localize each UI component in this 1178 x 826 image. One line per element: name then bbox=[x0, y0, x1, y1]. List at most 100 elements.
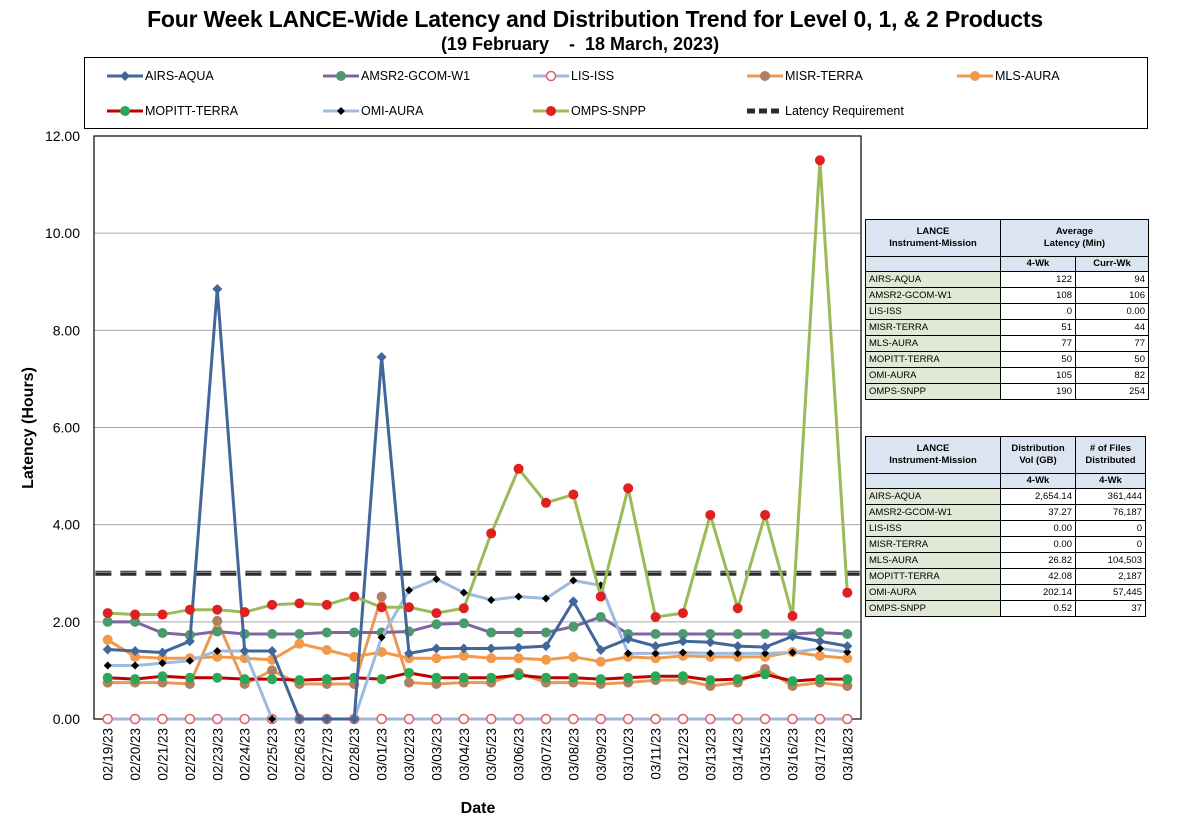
x-tick-label: 02/20/23 bbox=[128, 728, 143, 781]
data-point bbox=[157, 609, 168, 620]
data-point bbox=[267, 599, 278, 610]
data-point bbox=[814, 674, 825, 685]
data-point bbox=[568, 596, 579, 607]
data-point bbox=[651, 649, 660, 658]
mission-cell: MLS-AURA bbox=[865, 552, 1001, 569]
data-point bbox=[624, 649, 633, 658]
series-airs-aqua bbox=[102, 284, 853, 724]
series-lis-iss bbox=[102, 713, 853, 725]
data-point bbox=[267, 665, 278, 676]
data-point bbox=[486, 653, 497, 664]
table-row: MISR-TERRA 51 44 bbox=[865, 319, 1149, 336]
data-point bbox=[595, 713, 607, 725]
data-point bbox=[458, 672, 469, 683]
y-tick-label: 6.00 bbox=[53, 420, 80, 436]
data-point bbox=[540, 672, 551, 683]
value-cell: 37 bbox=[1075, 600, 1146, 617]
legend-swatch bbox=[107, 106, 143, 116]
value-cell: 50 bbox=[1000, 351, 1076, 368]
t1-subheader-4wk: 4-Wk bbox=[1000, 256, 1076, 272]
table-row: OMPS-SNPP 0.52 37 bbox=[865, 600, 1146, 617]
data-point bbox=[732, 641, 743, 652]
data-point bbox=[787, 713, 798, 725]
legend-label: AIRS-AQUA bbox=[145, 69, 214, 83]
data-point bbox=[568, 651, 579, 662]
legend-swatch bbox=[747, 71, 783, 81]
data-point bbox=[349, 627, 360, 638]
legend-marker bbox=[970, 71, 980, 81]
x-tick-label: 02/26/23 bbox=[292, 728, 307, 781]
t1-header-mission: LANCE Instrument-Mission bbox=[865, 219, 1001, 257]
data-point bbox=[815, 644, 824, 653]
data-point bbox=[814, 636, 825, 647]
data-point bbox=[349, 714, 360, 724]
value-cell: 77 bbox=[1000, 335, 1076, 352]
data-point bbox=[129, 713, 141, 725]
data-point bbox=[650, 641, 661, 652]
data-point bbox=[732, 713, 743, 725]
x-tick-label: 03/04/23 bbox=[457, 728, 472, 781]
mission-cell: OMPS-SNPP bbox=[865, 600, 1001, 617]
data-point bbox=[650, 611, 661, 622]
table-row: MISR-TERRA 0.00 0 bbox=[865, 536, 1146, 553]
data-point bbox=[732, 674, 743, 685]
value-cell: 37.27 bbox=[1000, 504, 1076, 521]
data-point bbox=[514, 592, 523, 601]
value-cell: 0 bbox=[1075, 520, 1146, 537]
value-cell: 254 bbox=[1075, 383, 1149, 400]
data-point bbox=[814, 155, 825, 166]
x-tick-label: 03/08/23 bbox=[566, 728, 581, 781]
chart-title: Four Week LANCE-Wide Latency and Distrib… bbox=[147, 6, 1043, 32]
data-point bbox=[513, 627, 524, 638]
data-point bbox=[759, 713, 771, 725]
x-tick-label: 03/09/23 bbox=[594, 728, 609, 781]
data-point bbox=[540, 713, 552, 725]
data-point bbox=[568, 672, 579, 683]
value-cell: 190 bbox=[1000, 383, 1076, 400]
x-tick-label: 03/13/23 bbox=[703, 728, 718, 781]
x-tick-label: 03/12/23 bbox=[676, 728, 691, 781]
data-point bbox=[212, 615, 223, 626]
data-point bbox=[486, 643, 497, 654]
data-point bbox=[569, 576, 578, 585]
data-point bbox=[376, 713, 387, 725]
data-point bbox=[184, 713, 196, 725]
legend-marker bbox=[120, 106, 130, 116]
value-cell: 2,654.14 bbox=[1000, 488, 1076, 505]
t1-subheader-blank bbox=[865, 256, 1001, 272]
data-point bbox=[213, 646, 222, 655]
data-point bbox=[705, 628, 716, 639]
chart-subtitle: (19 February - 18 March, 2023) bbox=[440, 34, 720, 54]
mission-cell: AIRS-AQUA bbox=[865, 488, 1001, 505]
data-point bbox=[376, 674, 387, 685]
data-point bbox=[431, 643, 442, 654]
chart-legend: AIRS-AQUA AMSR2-GCOM-W1 LIS-ISS MISR-TERRA M… bbox=[84, 57, 1148, 129]
value-cell: 122 bbox=[1000, 271, 1076, 288]
data-point bbox=[239, 645, 250, 656]
data-point bbox=[294, 598, 305, 609]
value-cell: 77 bbox=[1075, 335, 1149, 352]
data-point bbox=[212, 713, 223, 725]
series-omps-snpp bbox=[102, 155, 853, 622]
data-point bbox=[294, 638, 305, 649]
mission-cell: AMSR2-GCOM-W1 bbox=[865, 504, 1001, 521]
mission-cell: MLS-AURA bbox=[865, 335, 1001, 352]
data-point bbox=[102, 713, 113, 725]
x-tick-label: 03/02/23 bbox=[402, 728, 417, 781]
data-point bbox=[760, 642, 771, 653]
x-tick-label: 03/03/23 bbox=[429, 728, 444, 781]
value-cell: 0.00 bbox=[1075, 303, 1149, 320]
t2-header-files: # of Files Distributed bbox=[1075, 436, 1146, 474]
data-point bbox=[513, 653, 524, 664]
data-point bbox=[239, 607, 250, 618]
data-point bbox=[404, 602, 415, 613]
x-tick-label: 02/19/23 bbox=[101, 728, 116, 781]
data-point bbox=[431, 619, 442, 630]
data-point bbox=[212, 672, 223, 683]
legend-swatch bbox=[957, 71, 993, 81]
series-line bbox=[106, 638, 848, 664]
legend-label: AMSR2-GCOM-W1 bbox=[361, 69, 471, 83]
table-row: MOPITT-TERRA 50 50 bbox=[865, 351, 1149, 368]
x-tick-label: 03/05/23 bbox=[484, 728, 499, 781]
data-point bbox=[102, 616, 113, 627]
